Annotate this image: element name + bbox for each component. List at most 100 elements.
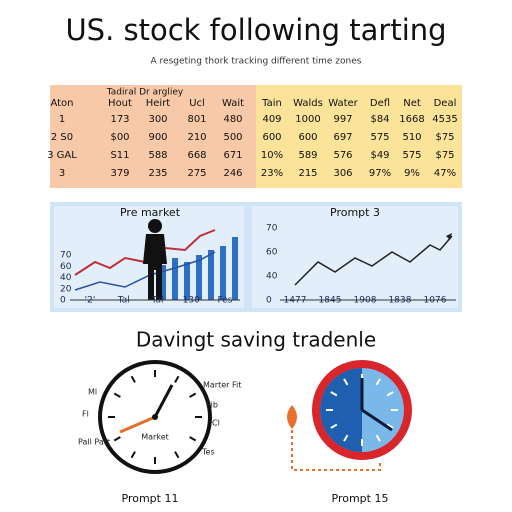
table-cell: S11 — [110, 150, 129, 161]
y-label: 40 — [266, 272, 278, 282]
table-cell: $84 — [370, 114, 389, 125]
caption: Prompt 15 — [332, 492, 389, 505]
clock-tick — [174, 375, 180, 383]
y-label: 70 — [60, 251, 72, 261]
table-cell: 1668 — [399, 114, 424, 125]
clock-tick — [375, 378, 381, 386]
table-cell: 300 — [148, 114, 167, 125]
clock-tick — [375, 434, 381, 442]
column-header: Walds — [293, 98, 323, 109]
table-cell: 275 — [187, 168, 206, 179]
y-label: 60 — [60, 262, 72, 272]
x-label: 1838 — [389, 296, 412, 306]
table-cell: 246 — [223, 168, 242, 179]
table-cell: 23% — [261, 168, 283, 179]
table-cell: 668 — [187, 150, 206, 161]
section-title: Davingt saving tradenle — [136, 328, 376, 352]
clock-left — [98, 360, 212, 474]
left-chart-art — [70, 219, 240, 301]
column-header: Defl — [370, 98, 390, 109]
table-cell: 97% — [369, 168, 391, 179]
column-header: Net — [403, 98, 421, 109]
table-cell: 47% — [434, 168, 456, 179]
clock-label: Pall Patt — [78, 438, 110, 447]
table-cell: 671 — [223, 150, 242, 161]
right-chart-art — [280, 233, 456, 301]
table-cell: 801 — [187, 114, 206, 125]
clock-tick — [113, 392, 121, 398]
column-header: Hout — [108, 98, 132, 109]
table-cell: $49 — [370, 150, 389, 161]
x-label: 1477 — [284, 296, 307, 306]
clock-label: Fl — [82, 410, 89, 419]
title: US. stock following tarting — [65, 13, 446, 47]
y-label: 0 — [60, 296, 66, 306]
x-label: 1908 — [354, 296, 377, 306]
y-label: 40 — [60, 273, 72, 283]
clock-center-label: Market — [141, 433, 169, 442]
clock-label: Tes — [201, 448, 215, 457]
table-cell: 379 — [110, 168, 129, 179]
table-cell: 1 — [59, 114, 65, 125]
y-label: 70 — [266, 224, 278, 234]
clock-tick — [330, 423, 338, 429]
y-label: 20 — [60, 284, 72, 294]
column-header: Wait — [222, 98, 244, 109]
table-caption: Tadiral Dr argliey — [106, 88, 184, 98]
y-label: 60 — [266, 248, 278, 258]
x-label: Fes — [218, 296, 233, 306]
table-cell: 235 — [148, 168, 167, 179]
table-cell: $00 — [110, 132, 129, 143]
column-header: Water — [328, 98, 358, 109]
table-cell: 3 GAL — [47, 150, 77, 161]
caption: Prompt 11 — [122, 492, 179, 505]
clock-tick — [189, 392, 197, 398]
column-header: Tain — [261, 98, 282, 109]
table-cell: 2 S0 — [51, 132, 73, 143]
table-right-bg — [256, 85, 462, 188]
table-cell: 173 — [110, 114, 129, 125]
x-label: Tal — [150, 296, 163, 306]
clock-tick — [386, 391, 394, 397]
table-cell: 1000 — [295, 114, 320, 125]
clock-tick — [189, 436, 197, 442]
x-label: '2' — [85, 296, 96, 306]
table-left-bg — [50, 85, 256, 188]
clock-tick — [130, 375, 136, 383]
clock-right — [287, 360, 412, 471]
table-cell: 4535 — [432, 114, 457, 125]
table-cell: 900 — [148, 132, 167, 143]
table-cell: 600 — [298, 132, 317, 143]
table-cell: 600 — [262, 132, 281, 143]
clock-label: Marter Fit — [203, 381, 241, 390]
table-cell: 575 — [402, 150, 421, 161]
table-cell: 215 — [298, 168, 317, 179]
clock-label: Pib — [206, 401, 218, 410]
table-cell: 480 — [223, 114, 242, 125]
table-cell: 575 — [370, 132, 389, 143]
x-label: 130 — [183, 296, 200, 306]
clock-tick — [174, 451, 180, 459]
table-cell: 697 — [333, 132, 352, 143]
clock-label: Ml — [88, 388, 97, 397]
clock-label: Cl — [212, 419, 220, 428]
table-cell: $75 — [435, 150, 454, 161]
table-cell: 500 — [223, 132, 242, 143]
table-cell: 588 — [148, 150, 167, 161]
x-label: Tal — [117, 296, 130, 306]
clock-tick — [330, 391, 338, 397]
y-label: 0 — [266, 296, 272, 306]
column-header: Aton — [50, 98, 73, 109]
x-label: 1845 — [319, 296, 342, 306]
column-header: Deal — [434, 98, 457, 109]
clock-tick — [386, 423, 394, 429]
table-cell: 9% — [404, 168, 420, 179]
clock-tick — [130, 451, 136, 459]
table-cell: 576 — [333, 150, 352, 161]
table-cell: 589 — [298, 150, 317, 161]
table-cell: $75 — [435, 132, 454, 143]
x-label: 1076 — [424, 296, 447, 306]
column-header: Ucl — [189, 98, 205, 109]
